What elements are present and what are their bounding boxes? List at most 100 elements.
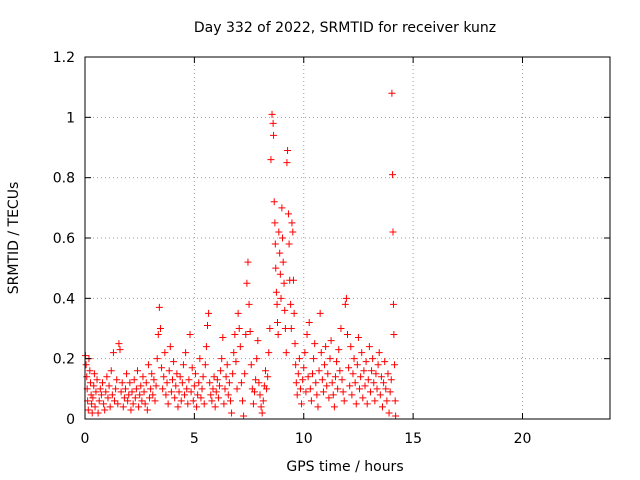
data-point: [161, 349, 169, 357]
data-point: [138, 397, 146, 405]
data-point: [301, 349, 309, 357]
data-point: [312, 379, 320, 387]
data-point: [90, 382, 98, 390]
data-point: [171, 394, 179, 402]
data-point: [362, 358, 370, 366]
data-point: [271, 240, 279, 248]
data-point: [183, 385, 191, 393]
data-point: [245, 300, 253, 308]
data-point: [185, 376, 193, 384]
data-point: [288, 219, 296, 227]
y-axis-label: SRMTID / TECUs: [6, 182, 22, 295]
plot-area-border: [84, 56, 611, 420]
data-point: [364, 376, 372, 384]
data-point: [208, 397, 216, 405]
data-point: [213, 376, 221, 384]
data-point: [272, 264, 280, 272]
data-point: [382, 385, 390, 393]
data-point: [139, 373, 147, 381]
data-point: [322, 343, 330, 351]
data-point: [380, 379, 388, 387]
data-point: [336, 367, 344, 375]
data-point: [392, 412, 400, 420]
data-point: [116, 346, 124, 354]
data-point: [95, 397, 103, 405]
data-point: [345, 364, 353, 372]
data-point: [344, 331, 351, 339]
data-point: [123, 370, 131, 378]
x-tick-label: 15: [404, 431, 422, 447]
data-point: [271, 219, 279, 227]
data-point: [300, 364, 308, 372]
y-tick-label: 0.2: [53, 352, 75, 368]
data-point: [284, 147, 292, 155]
data-point: [257, 403, 265, 411]
data-point: [256, 391, 264, 399]
data-point: [284, 210, 292, 218]
data-point: [266, 325, 274, 332]
data-point: [125, 391, 133, 399]
data-point: [126, 379, 134, 387]
data-point: [328, 379, 336, 387]
data-point: [273, 300, 281, 308]
data-point: [112, 385, 120, 393]
data-point: [184, 400, 192, 408]
data-point: [251, 388, 259, 396]
data-point: [181, 391, 189, 399]
data-point: [117, 388, 125, 396]
data-point: [387, 376, 395, 384]
y-tick-label: 0.8: [53, 171, 75, 187]
data-point: [137, 382, 145, 390]
data-point: [103, 373, 111, 381]
data-point: [263, 385, 271, 393]
data-point: [240, 412, 248, 420]
data-point: [207, 391, 215, 399]
data-point: [319, 388, 327, 396]
data-point: [325, 394, 333, 402]
data-point: [281, 306, 289, 314]
data-point: [195, 379, 203, 387]
data-point: [279, 234, 287, 242]
data-point: [162, 391, 170, 399]
data-point: [346, 382, 354, 390]
data-point: [309, 370, 316, 378]
data-point: [167, 388, 175, 396]
data-point: [239, 397, 246, 405]
x-tick-label: 20: [514, 431, 532, 447]
data-point: [191, 370, 199, 378]
data-point: [386, 388, 394, 396]
data-point: [160, 373, 168, 381]
data-point: [381, 358, 389, 366]
data-point: [165, 367, 173, 375]
data-point: [140, 388, 148, 396]
data-point: [340, 397, 348, 405]
data-point: [259, 397, 267, 405]
data-point: [233, 385, 241, 393]
data-point: [391, 397, 399, 405]
data-point: [198, 385, 206, 393]
data-point: [90, 370, 98, 378]
data-point: [389, 300, 397, 308]
data-point: [99, 379, 106, 387]
data-point: [388, 89, 396, 97]
data-point: [193, 403, 201, 411]
data-point: [255, 379, 263, 387]
data-point: [327, 337, 335, 345]
data-point: [269, 119, 277, 127]
data-point: [204, 321, 211, 329]
data-point: [306, 385, 314, 393]
data-point: [119, 403, 127, 411]
data-point: [289, 228, 297, 236]
data-point: [359, 394, 367, 402]
data-point: [226, 397, 234, 405]
chart-title: Day 332 of 2022, SRMTID for receiver kun…: [194, 20, 496, 36]
data-point: [220, 400, 228, 408]
data-point: [370, 379, 378, 387]
data-point: [216, 382, 224, 390]
data-point: [210, 373, 218, 381]
data-point: [199, 373, 207, 381]
data-point: [360, 367, 368, 375]
data-point: [108, 391, 116, 399]
data-point: [121, 385, 129, 393]
